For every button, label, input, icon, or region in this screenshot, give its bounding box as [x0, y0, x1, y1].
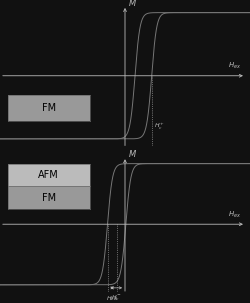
Text: FM: FM: [42, 103, 56, 113]
Text: $H_{ex}$: $H_{ex}$: [228, 61, 242, 71]
Text: $M$: $M$: [128, 148, 137, 159]
Text: $H_{EB}$: $H_{EB}$: [106, 294, 118, 303]
Text: AFM: AFM: [38, 170, 59, 180]
Text: $H_c^-$: $H_c^-$: [111, 294, 122, 303]
Text: FM: FM: [42, 193, 56, 203]
Text: $H_c^+$: $H_c^+$: [154, 121, 165, 132]
Text: $H_{ex}$: $H_{ex}$: [228, 210, 242, 220]
Text: $M$: $M$: [128, 0, 137, 8]
